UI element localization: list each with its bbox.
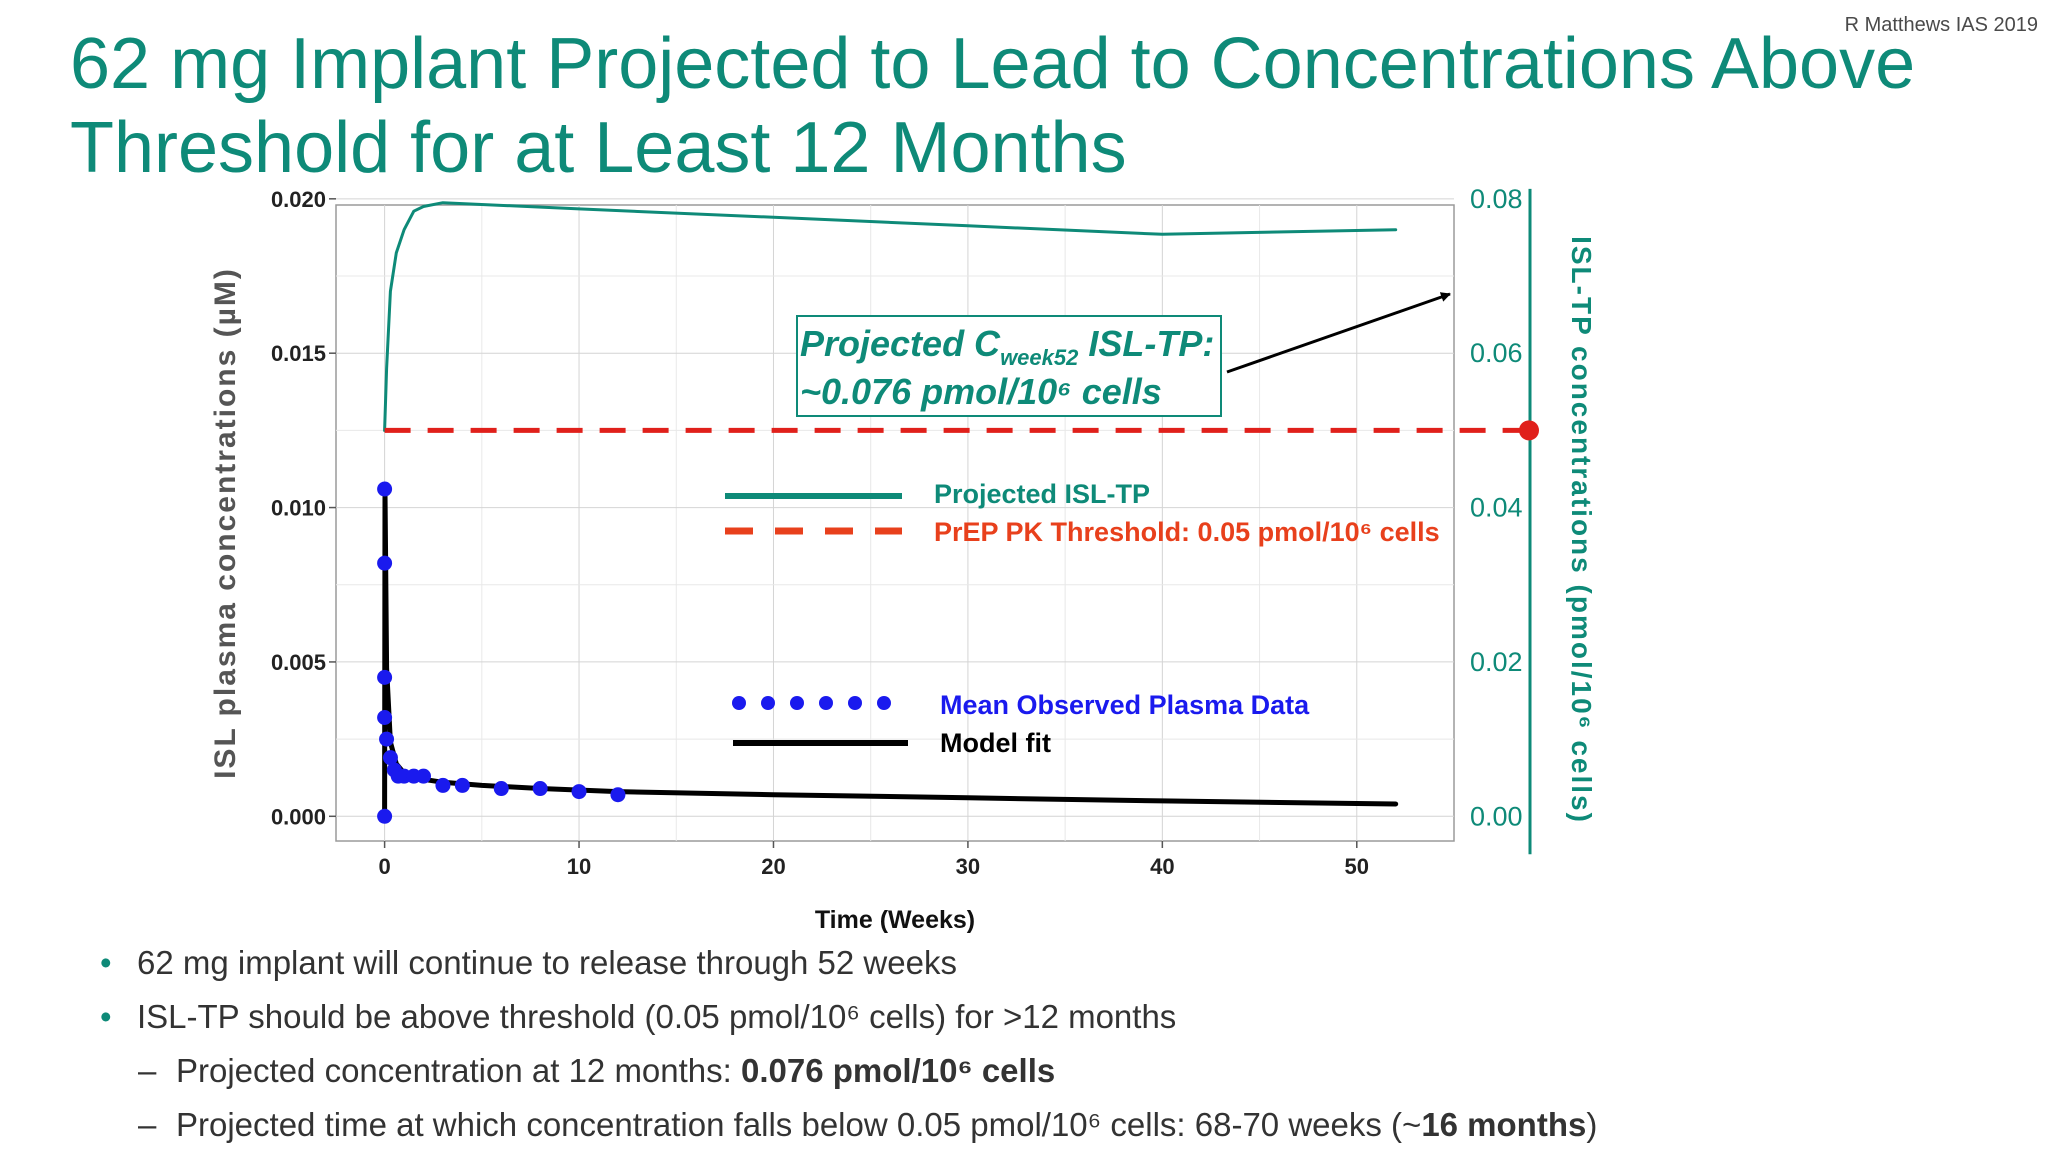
threshold-marker: [1519, 420, 1539, 441]
bullet-2: ISL-TP should be above threshold (0.05 p…: [100, 994, 1597, 1048]
observed-point: [571, 784, 587, 800]
observed-point: [377, 481, 393, 497]
projected-isl-tp-line: [383, 201, 1398, 432]
legend-dot: [819, 696, 833, 710]
sub-bullet-1-prefix: Projected concentration at 12 months:: [176, 1052, 741, 1089]
legend-dot: [877, 696, 891, 710]
bullet-2-text: ISL-TP should be above threshold (0.05 p…: [137, 998, 1177, 1035]
x-tick-label: 10: [567, 854, 591, 879]
observed-point: [377, 710, 393, 726]
sub-bullet-2-prefix: Projected time at which concentration fa…: [176, 1106, 1422, 1143]
credit: R Matthews IAS 2019: [1844, 14, 2038, 36]
observed-point: [493, 781, 509, 797]
right-axis: 0.00 0.02 0.04 0.06 0.08: [1470, 184, 1532, 855]
observed-point: [415, 768, 431, 784]
observed-point: [532, 781, 548, 797]
y-right-tick-label: 0.00: [1470, 801, 1523, 831]
legend-label-observed: Mean Observed Plasma Data: [940, 690, 1310, 720]
slide-title: 62 mg Implant Projected to Lead to Conce…: [70, 22, 1915, 190]
series-layer: [377, 201, 1539, 824]
title-line-1: 62 mg Implant Projected to Lead to Conce…: [70, 24, 1916, 104]
y-right-tick-label: 0.02: [1470, 647, 1523, 677]
sub-bullet-2-suffix: ): [1586, 1106, 1598, 1143]
legend-dot: [790, 696, 804, 710]
y-right-tick-label: 0.04: [1470, 493, 1523, 523]
x-tick-label: 20: [761, 854, 785, 879]
y-left-tick-label: 0.000: [271, 804, 326, 829]
x-tick-label: 50: [1345, 854, 1369, 879]
y-axis-left-label: ISL plasma concentrations (µM): [209, 267, 242, 779]
left-axis: 0.000 0.005 0.010 0.015 0.020: [271, 187, 336, 829]
bullet-1-text: 62 mg implant will continue to release t…: [137, 944, 957, 981]
observed-point: [610, 787, 626, 803]
annotation-arrow: [1226, 292, 1451, 374]
title-line-2: Threshold for at Least 12 Months: [70, 108, 1127, 188]
legend: Projected ISL-TP PrEP PK Threshold: 0.05…: [725, 479, 1440, 758]
legend-dot: [761, 696, 775, 710]
bottom-axis: 0 10 20 30 40 50: [378, 841, 1369, 879]
observed-point: [377, 669, 393, 685]
observed-point: [379, 731, 395, 747]
sub-bullet-2: Projected time at which concentration fa…: [100, 1102, 1597, 1156]
observed-point: [377, 808, 393, 824]
annotation-sub: week52: [1000, 345, 1079, 370]
x-axis-label: Time (Weeks): [815, 906, 975, 934]
x-tick-label: 0: [378, 854, 390, 879]
y-left-tick-label: 0.020: [271, 187, 326, 212]
observed-point: [454, 777, 470, 793]
y-axis-right-label: ISL-TP concentrations (pmol/10⁶ cells): [1566, 236, 1597, 824]
sub-bullet-2-bold: 16 months: [1421, 1106, 1587, 1143]
legend-label-model: Model fit: [940, 728, 1051, 758]
legend-dot: [732, 696, 746, 710]
bullet-1: 62 mg implant will continue to release t…: [100, 940, 1597, 994]
plot-panel: [335, 204, 1455, 842]
legend-label-projected: Projected ISL-TP: [934, 479, 1150, 509]
y-right-tick-label: 0.08: [1470, 184, 1523, 214]
sub-bullet-1-bold: 0.076 pmol/10⁶ cells: [741, 1052, 1056, 1089]
y-left-tick-label: 0.005: [271, 650, 326, 675]
annotation-islt: ISL-TP:: [1078, 323, 1214, 364]
observed-point: [435, 777, 451, 793]
annotation-c: Projected C: [800, 323, 1001, 364]
observed-point: [377, 555, 393, 571]
legend-swatch-observed: [732, 696, 891, 710]
legend-label-threshold: PrEP PK Threshold: 0.05 pmol/10⁶ cells: [934, 517, 1440, 547]
annotation-box: [796, 315, 1222, 417]
annotation-line-1: Projected Cweek52 ISL-TP:: [800, 323, 1214, 370]
annotation-line-2: ~0.076 pmol/10⁶ cells: [800, 371, 1162, 412]
y-left-tick-label: 0.015: [271, 341, 326, 366]
y-right-tick-label: 0.06: [1470, 338, 1523, 368]
observed-point: [382, 750, 398, 766]
sub-bullet-1: Projected concentration at 12 months: 0.…: [100, 1048, 1597, 1102]
legend-dot: [848, 696, 862, 710]
x-tick-label: 30: [956, 854, 980, 879]
bullet-list: 62 mg implant will continue to release t…: [100, 940, 1597, 1156]
y-left-tick-label: 0.010: [271, 496, 326, 521]
x-tick-label: 40: [1150, 854, 1174, 879]
